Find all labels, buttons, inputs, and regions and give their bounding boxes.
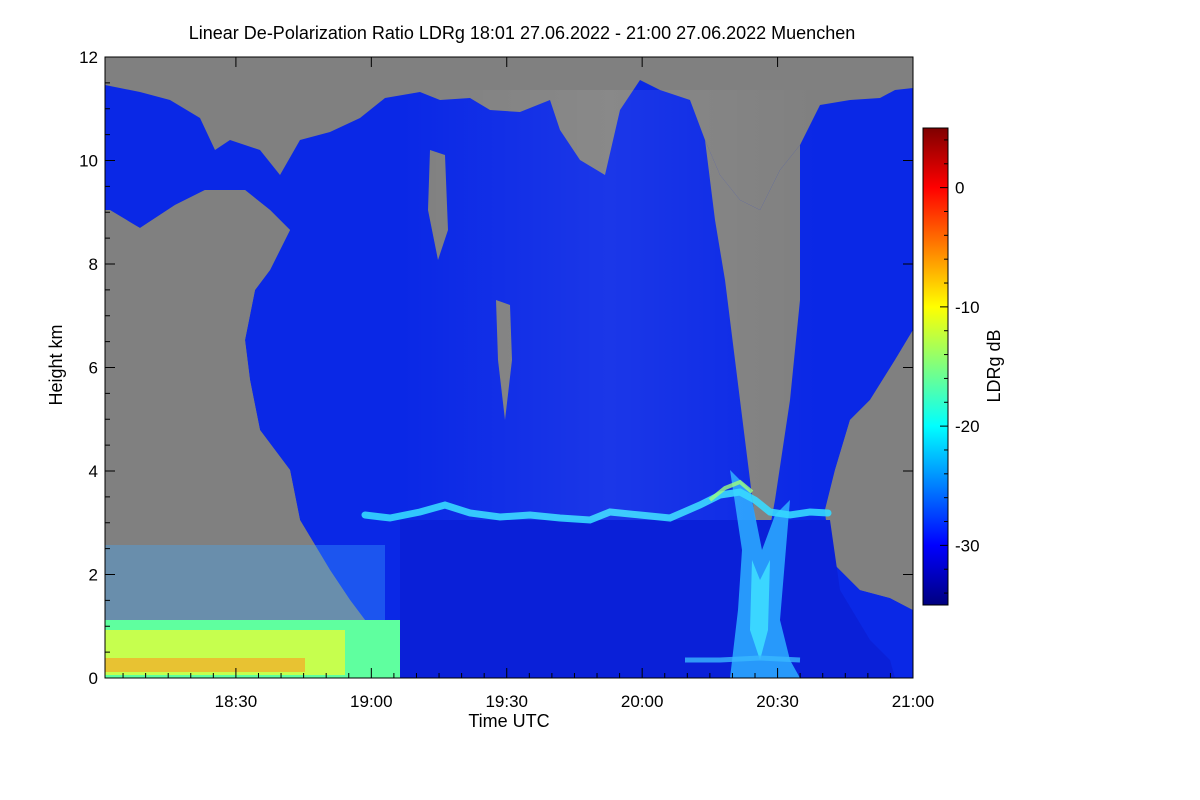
x-tick-label: 18:30 [215,692,258,711]
near-ground-band [685,655,801,663]
y-tick-label: 0 [89,669,98,688]
colorbar-axis: 0 -10 -20 -30 [940,139,980,594]
colorbar-tick-label: -30 [955,536,980,555]
x-axis-title: Time UTC [468,711,549,731]
y-tick-label: 4 [89,462,98,481]
colorbar-title: LDRg dB [984,329,1004,402]
rain-lower-right [800,520,895,678]
colorbar-tick-label: -20 [955,417,980,436]
colorbar-tick-label: -10 [955,298,980,317]
convective-core [750,560,770,660]
fall-streak-shade [400,90,820,520]
chart-title: Linear De-Polarization Ratio LDRg 18:01 … [189,23,855,43]
y-tick-label: 12 [79,48,98,67]
x-tick-label: 21:00 [892,692,935,711]
y-axis-title: Height km [46,324,66,405]
x-tick-label: 20:00 [621,692,664,711]
y-axis: 0 2 4 6 8 10 12 [79,48,913,688]
x-tick-label: 20:30 [756,692,799,711]
x-tick-label: 19:00 [350,692,393,711]
clutter-orange [105,658,305,672]
plot-area [105,57,913,678]
colorbar [922,127,949,606]
y-tick-label: 10 [79,152,98,171]
gap-left [105,190,400,678]
x-axis: 18:30 19:00 19:30 20:00 20:30 21:00 [122,57,935,711]
y-tick-label: 2 [89,566,98,585]
y-tick-label: 8 [89,255,98,274]
gap-right-lower [825,330,913,610]
clutter-sparse [105,545,385,620]
colorbar-tick-label: 0 [955,179,964,198]
x-tick-label: 19:30 [485,692,528,711]
y-tick-label: 6 [89,359,98,378]
